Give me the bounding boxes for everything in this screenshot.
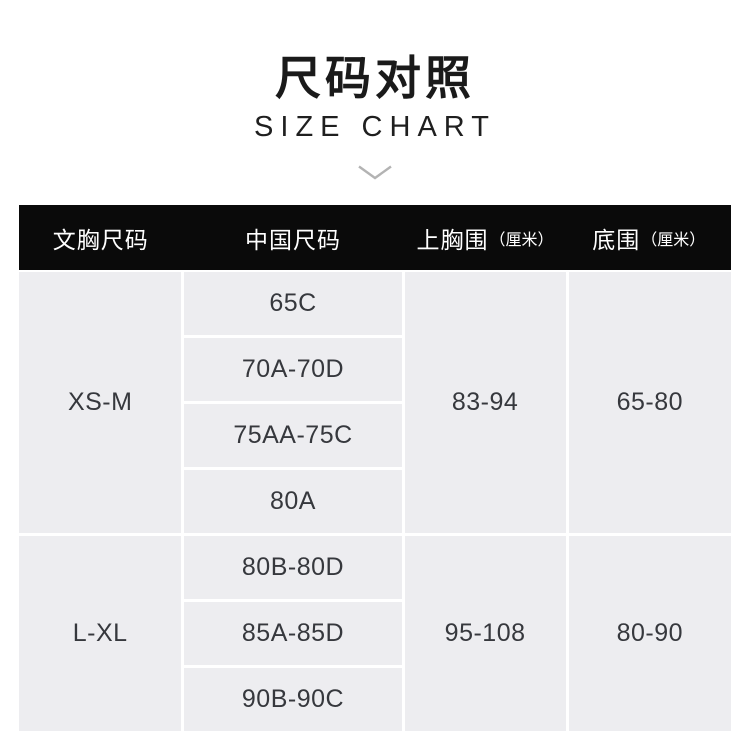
upper-bust-cell: 83-94 bbox=[404, 272, 566, 533]
column-header-unit: （厘米） bbox=[489, 231, 554, 249]
column-header-bra-size: 文胸尺码 bbox=[19, 221, 183, 255]
china-size-cell: 90B-90C bbox=[184, 668, 402, 731]
china-size-cell: 65C bbox=[184, 272, 402, 335]
column-header-label: 底围 bbox=[592, 226, 641, 253]
column-header-upper-bust: 上胸围 （厘米） bbox=[403, 221, 566, 255]
table-row-group-xs-m: XS-M 65C 70A-70D 75AA-75C 80A 83-94 65-8… bbox=[19, 272, 731, 533]
china-size-cell: 85A-85D bbox=[184, 602, 402, 665]
size-chart-table: 文胸尺码 中国尺码 上胸围 （厘米） 底围 （厘米） XS-M 65C 70A-70… bbox=[19, 205, 731, 731]
column-header-unit: （厘米） bbox=[641, 231, 706, 249]
chevron-down-icon bbox=[0, 164, 750, 182]
underband-cell: 80-90 bbox=[568, 536, 731, 731]
china-size-cell: 80B-80D bbox=[184, 536, 402, 599]
china-size-column: 80B-80D 85A-85D 90B-90C bbox=[184, 536, 402, 731]
page-title: 尺码对照 bbox=[275, 52, 475, 104]
underband-cell: 65-80 bbox=[568, 272, 731, 533]
china-size-cell: 70A-70D bbox=[184, 338, 402, 401]
china-size-cell: 80A bbox=[184, 470, 402, 533]
china-size-cell: 75AA-75C bbox=[184, 404, 402, 467]
china-size-column: 65C 70A-70D 75AA-75C 80A bbox=[184, 272, 402, 533]
column-header-underband: 底围 （厘米） bbox=[567, 221, 731, 255]
page-subtitle: SIZE CHART bbox=[254, 110, 496, 143]
column-header-label: 上胸围 bbox=[416, 226, 489, 253]
bra-size-cell: L-XL bbox=[19, 536, 182, 731]
size-chart-heading: 尺码对照 SIZE CHART bbox=[0, 52, 750, 182]
table-row-group-l-xl: L-XL 80B-80D 85A-85D 90B-90C 95-108 80-9… bbox=[19, 536, 731, 731]
column-header-label: 中国尺码 bbox=[244, 226, 341, 253]
table-header-row: 文胸尺码 中国尺码 上胸围 （厘米） 底围 （厘米） bbox=[19, 205, 731, 270]
column-header-china-size: 中国尺码 bbox=[183, 221, 403, 255]
upper-bust-cell: 95-108 bbox=[404, 536, 566, 731]
bra-size-cell: XS-M bbox=[19, 272, 182, 533]
column-header-label: 文胸尺码 bbox=[52, 226, 149, 253]
